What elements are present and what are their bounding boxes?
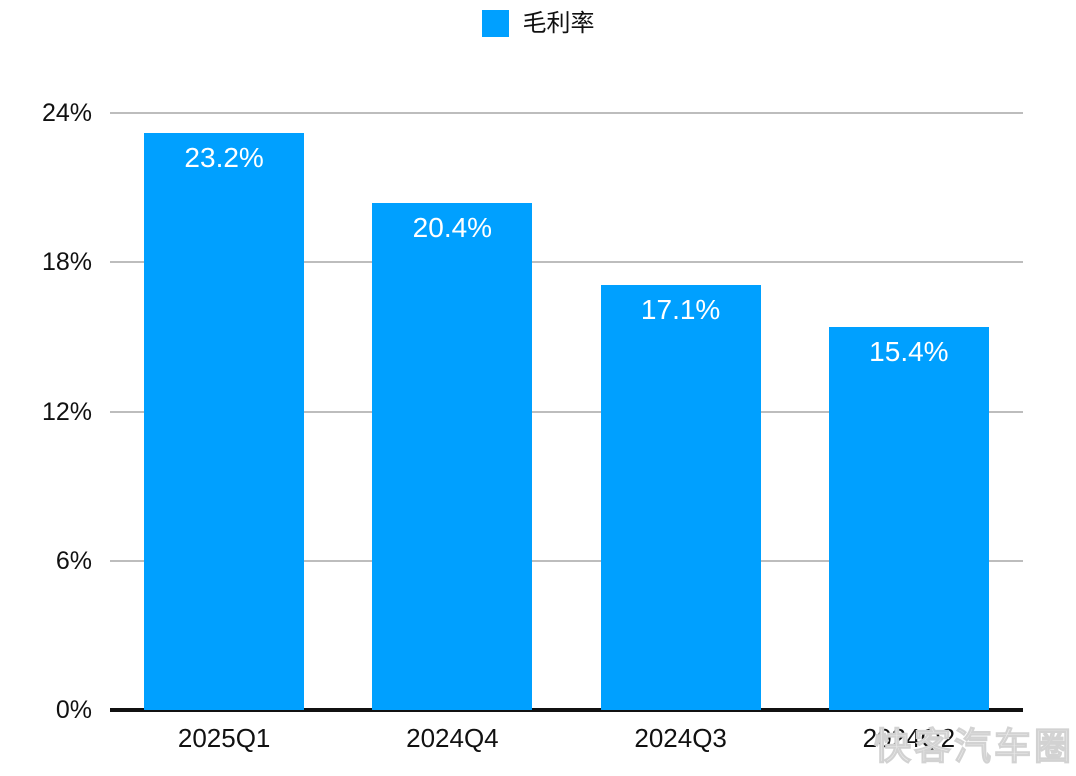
bar-2024Q2: 15.4% xyxy=(828,326,989,710)
x-axis-tick-label: 2024Q2 xyxy=(862,723,956,753)
bar-value-label: 17.1% xyxy=(640,293,721,325)
gridline xyxy=(110,261,1023,264)
gridline xyxy=(110,559,1023,562)
bar-value-label: 23.2% xyxy=(184,141,264,173)
legend-swatch-icon xyxy=(481,10,509,37)
legend: 毛利率 xyxy=(0,10,1076,37)
y-axis-tick-label: 6% xyxy=(55,546,92,575)
bar-2024Q4: 20.4% xyxy=(372,202,533,710)
x-axis-line xyxy=(110,708,1023,712)
legend-label: 毛利率 xyxy=(522,10,595,37)
y-axis-tick-label: 12% xyxy=(41,397,92,426)
x-axis-tick-label: 2024Q4 xyxy=(406,723,499,753)
y-axis-tick-label: 0% xyxy=(55,696,92,724)
bar-2025Q1: 23.2% xyxy=(144,132,305,710)
x-axis-tick-label: 2024Q3 xyxy=(634,723,727,753)
gridline xyxy=(110,112,1023,114)
bar-value-label: 15.4% xyxy=(869,335,949,367)
x-axis-tick-label: 2025Q1 xyxy=(177,723,271,753)
bar-2024Q3: 17.1% xyxy=(600,284,761,710)
y-axis-tick-label: 18% xyxy=(41,248,92,277)
bar-value-label: 20.4% xyxy=(412,211,493,243)
y-axis-tick-label: 24% xyxy=(41,99,92,127)
gridline xyxy=(110,410,1023,413)
